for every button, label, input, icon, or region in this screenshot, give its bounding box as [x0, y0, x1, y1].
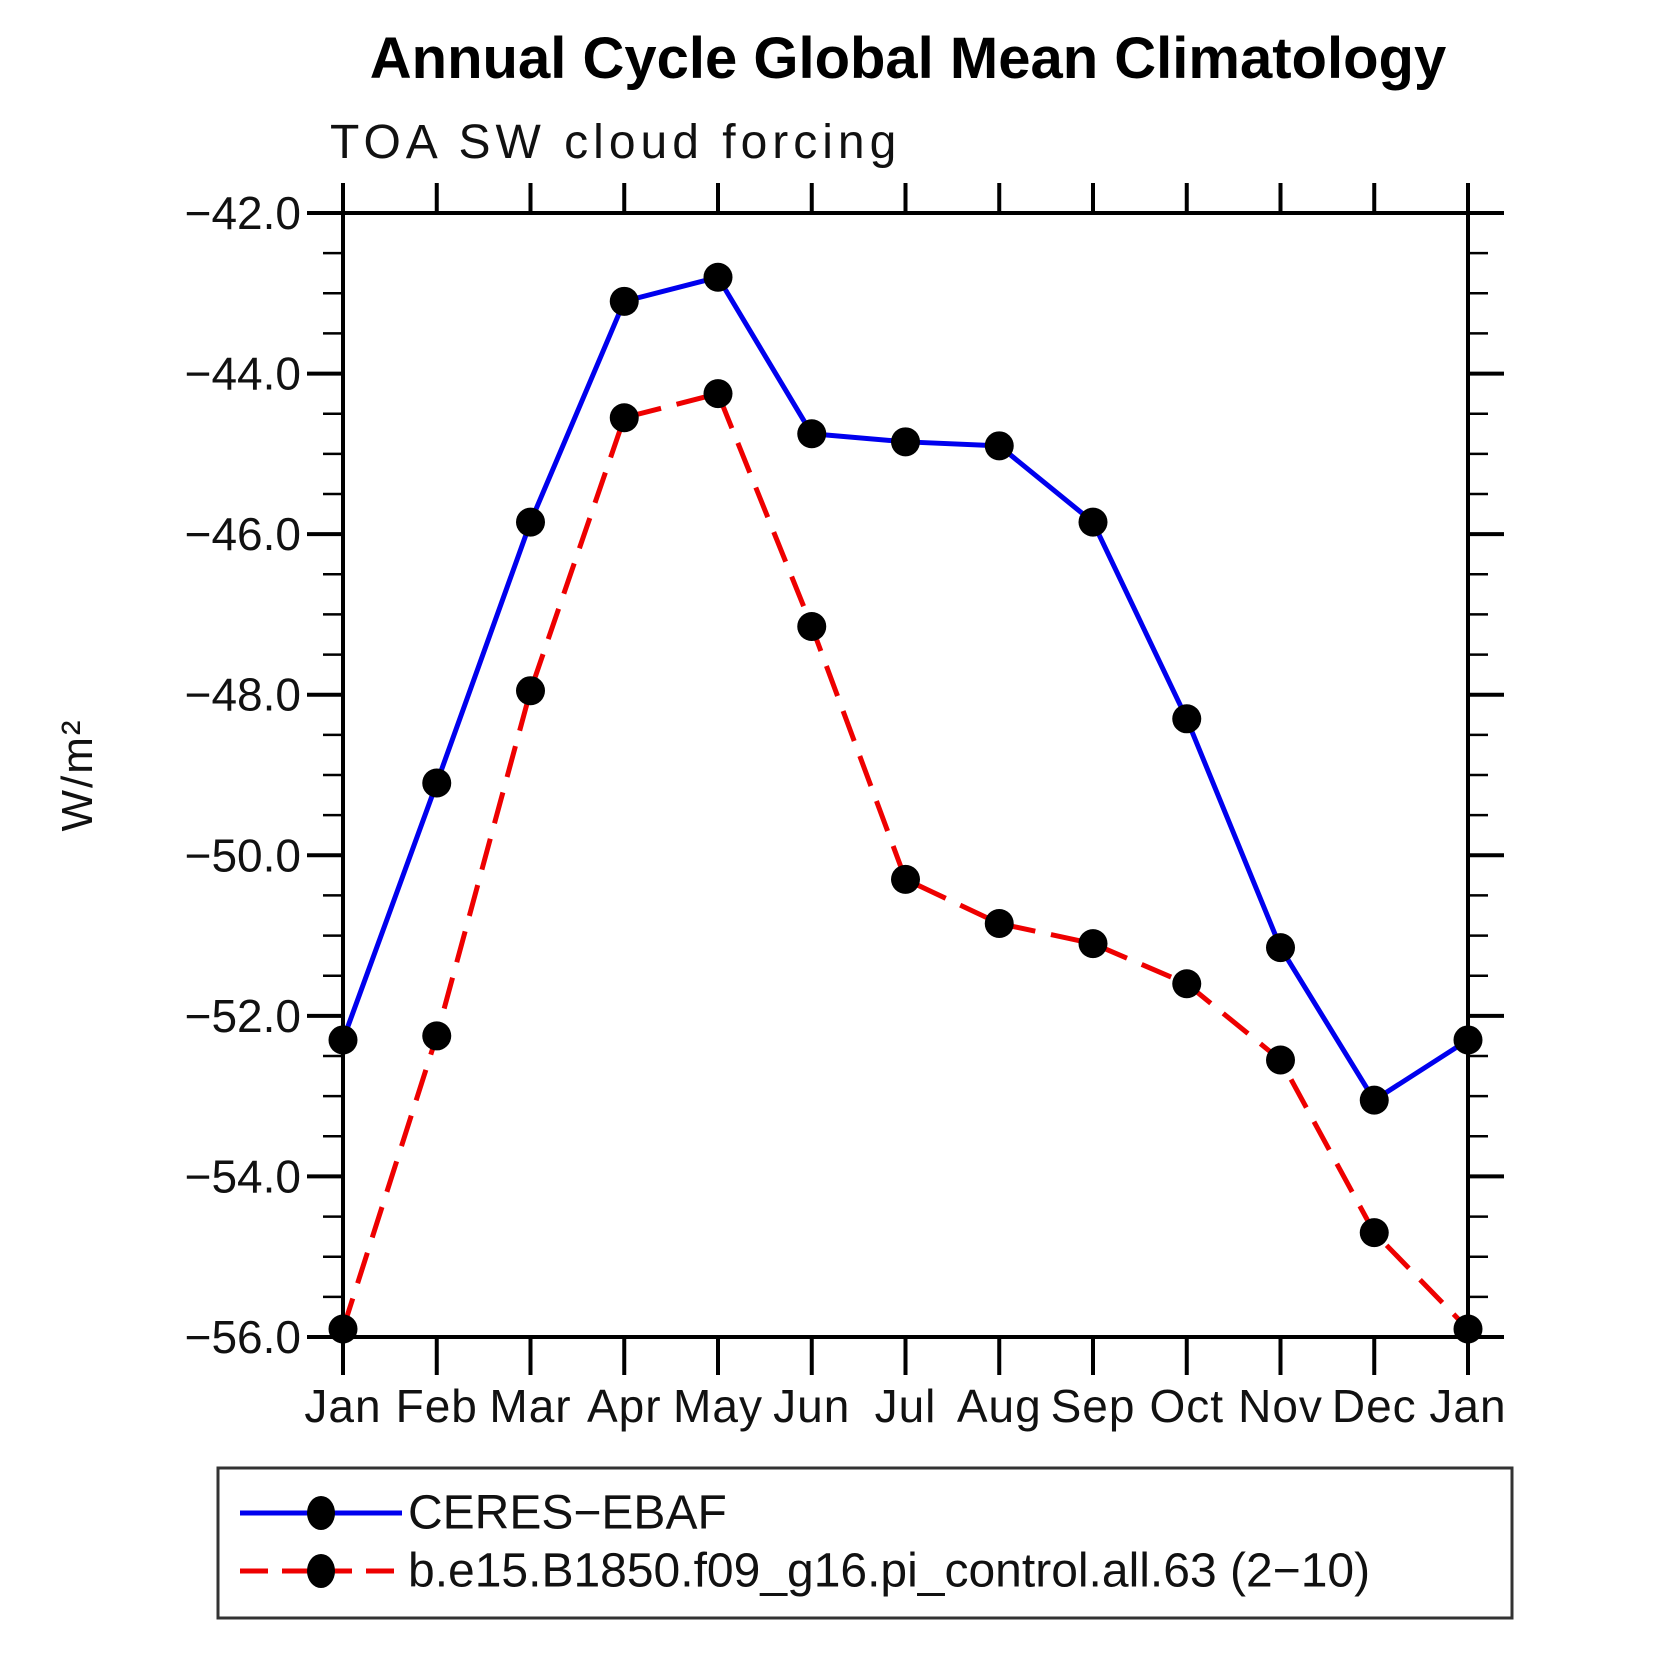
data-point: [1078, 929, 1108, 959]
y-tick-label: −52.0: [185, 990, 301, 1042]
month-label: May: [673, 1380, 763, 1432]
data-point: [1078, 507, 1108, 537]
legend-label-ceres: CERES−EBAF: [408, 1487, 727, 1540]
data-point: [984, 909, 1014, 939]
y-tick-label: −44.0: [185, 348, 301, 400]
month-label: Oct: [1149, 1380, 1224, 1432]
data-point: [1453, 1314, 1483, 1344]
y-tick-label: −48.0: [185, 669, 301, 721]
y-axis-label: W/m²: [53, 718, 102, 831]
data-point: [1359, 1085, 1389, 1115]
data-point: [328, 1025, 358, 1055]
series-line-1: [340, 391, 1470, 1331]
legend-label-model: b.e15.B1850.f09_g16.pi_control.all.63 (2…: [408, 1545, 1370, 1598]
data-point: [516, 507, 545, 537]
y-tick-label: −42.0: [185, 187, 301, 239]
data-point: [609, 403, 639, 433]
data-point: [1359, 1218, 1389, 1248]
month-label: Dec: [1332, 1380, 1417, 1432]
month-label: Jul: [875, 1380, 937, 1432]
data-point: [609, 286, 639, 316]
month-label: Jan: [304, 1380, 381, 1432]
data-point: [1453, 1025, 1483, 1055]
data-point: [1266, 1045, 1295, 1075]
series-line-0: [340, 274, 1470, 1103]
data-point: [797, 611, 827, 641]
month-label: Nov: [1238, 1380, 1323, 1432]
data-point: [797, 419, 827, 449]
data-point: [422, 1021, 452, 1051]
chart-subtitle: TOA SW cloud forcing: [330, 116, 901, 169]
y-tick-label: −46.0: [185, 508, 301, 560]
y-tick-label: −50.0: [185, 829, 301, 881]
data-point: [1266, 933, 1295, 963]
month-label: Apr: [587, 1380, 662, 1432]
data-point: [984, 431, 1014, 461]
month-label: Jan: [1429, 1380, 1506, 1432]
chart-title: Annual Cycle Global Mean Climatology: [370, 26, 1446, 91]
data-point: [328, 1314, 358, 1344]
data-point: [891, 864, 920, 894]
legend-marker-dot: [307, 1554, 335, 1588]
data-point: [1172, 704, 1202, 734]
data-point: [422, 768, 452, 798]
data-point: [703, 379, 733, 409]
month-label: Sep: [1051, 1380, 1136, 1432]
axes: −42.0 −44.0 −46.0 −48.0 −50.0 −52.0 −54.0 −56.0…: [185, 183, 1506, 1432]
month-label: Feb: [396, 1380, 478, 1432]
legend-box: [216, 1466, 1514, 1620]
month-label: Jun: [773, 1380, 850, 1432]
data-point: [1172, 969, 1202, 999]
legend-marker-dot: [307, 1496, 335, 1530]
legend: CERES−EBAF b.e15.B1850.f09_g16.pi_contro…: [216, 1466, 1514, 1620]
data-point: [703, 262, 733, 292]
data-point: [891, 427, 920, 457]
y-tick-label: −56.0: [185, 1311, 301, 1363]
month-label: Aug: [957, 1380, 1042, 1432]
y-tick-label: −54.0: [185, 1150, 301, 1202]
data-series: [328, 262, 1483, 1344]
data-point: [516, 676, 545, 706]
month-label: Mar: [489, 1380, 571, 1432]
plot-frame: [341, 211, 1470, 1339]
